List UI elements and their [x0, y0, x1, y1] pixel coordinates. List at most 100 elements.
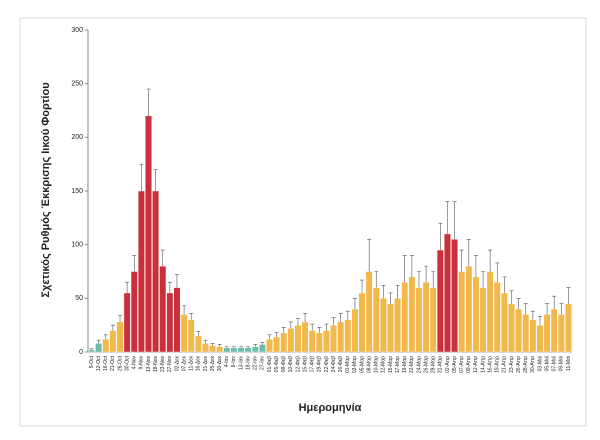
error-bar — [416, 271, 421, 288]
x-tick-label: 12-Φεβ — [295, 356, 301, 372]
error-bar — [96, 339, 101, 344]
bar — [394, 298, 402, 353]
bar — [387, 303, 394, 353]
bar — [315, 332, 323, 353]
bar — [508, 303, 515, 353]
bar — [401, 282, 409, 353]
error-bar — [402, 255, 407, 283]
error-bar — [509, 290, 514, 304]
bar — [102, 338, 110, 353]
error-bar — [395, 285, 400, 299]
error-bar — [424, 265, 429, 283]
error-bar — [317, 327, 322, 333]
x-tick-label: 05-Φεβ — [274, 356, 280, 372]
bar — [344, 319, 352, 353]
error-bar — [502, 276, 507, 293]
bar — [216, 346, 224, 353]
bar — [515, 308, 523, 353]
bar — [415, 287, 423, 353]
x-tick-label: 22-Φεβ — [324, 356, 330, 372]
error-bar — [288, 321, 293, 329]
bar — [109, 330, 117, 353]
x-tick-label: 17-Φεβ — [310, 356, 316, 372]
error-bar — [217, 344, 222, 347]
error-bar — [146, 88, 151, 116]
x-tick-label: 26-Φεβ — [338, 356, 344, 372]
x-tick-label: 27-Nov — [167, 356, 173, 373]
error-bar — [153, 169, 158, 191]
x-tick-label: 08-Φεβ — [281, 356, 287, 372]
bar — [95, 343, 103, 353]
error-bar — [310, 323, 315, 331]
bar — [194, 335, 202, 353]
bar — [422, 282, 430, 353]
bar — [522, 314, 530, 353]
error-bar — [352, 298, 357, 310]
error-bar — [338, 313, 343, 322]
error-bar — [281, 327, 286, 333]
x-tick-label: 24-Φεβ — [331, 356, 337, 372]
x-tick-label: 31-Μαρ — [438, 356, 444, 373]
error-bar — [110, 324, 115, 331]
bar — [536, 324, 544, 353]
bar — [159, 265, 167, 353]
error-bar — [388, 292, 393, 304]
x-tick-label: 23-Nov — [160, 356, 166, 373]
bar — [280, 332, 288, 353]
error-bar — [174, 274, 179, 288]
error-bar — [118, 315, 123, 322]
x-tick-label: 26-Oct — [117, 355, 123, 371]
x-tick-label: 22-Μαρ — [409, 356, 415, 373]
error-bar — [274, 332, 279, 337]
x-tick-label: 10-Φεβ — [288, 356, 294, 372]
error-bar — [189, 313, 194, 320]
error-bar — [103, 334, 108, 340]
bar — [287, 328, 295, 353]
y-tick-label: 50 — [75, 295, 83, 302]
x-tick-label: 05-Μαϊ — [544, 355, 550, 371]
error-bar — [125, 281, 130, 293]
x-tick-label: 19-Μαρ — [402, 356, 408, 373]
error-bar — [224, 346, 229, 348]
error-bar — [438, 222, 443, 251]
error-bar — [374, 271, 379, 288]
x-tick-label: 5-Oct — [89, 355, 95, 368]
bar — [408, 276, 416, 353]
bar — [173, 287, 181, 353]
error-bar — [523, 303, 528, 315]
bar — [472, 276, 480, 353]
x-tick-label: 11-Μαϊ — [566, 355, 572, 371]
bar — [301, 321, 309, 353]
x-tick-label: 07-Μαϊ — [552, 355, 558, 371]
error-bar — [459, 249, 464, 272]
bar — [273, 336, 281, 353]
x-tick-label: 30-Oct — [124, 355, 130, 371]
bar — [152, 190, 160, 353]
x-tick-label: 21-Oct — [110, 355, 116, 371]
bar — [493, 282, 501, 353]
x-tick-label: 12-Μαρ — [381, 356, 387, 373]
error-bar — [530, 310, 535, 320]
error-bar — [559, 303, 564, 315]
x-tick-label: 14-Απρ — [480, 356, 486, 373]
error-bar — [260, 342, 265, 345]
bar — [500, 292, 508, 353]
bar — [358, 292, 366, 353]
error-bar — [488, 249, 493, 272]
bar — [251, 346, 259, 353]
bar — [123, 292, 131, 353]
bar — [550, 308, 558, 353]
error-bar — [345, 310, 350, 320]
x-tick-label: 13-Nov — [146, 356, 152, 373]
chart-frame — [19, 17, 587, 427]
bar — [116, 321, 124, 353]
x-tick-label: 07-Δεκ — [181, 356, 187, 372]
bar — [202, 343, 209, 353]
x-tick-label: 16-Oct — [103, 355, 109, 371]
x-tick-label: 10-Μαρ — [374, 356, 380, 373]
bar — [365, 271, 373, 353]
x-tick-label: 19-Απρ — [495, 356, 501, 373]
error-bar — [431, 271, 436, 288]
x-tick-label: 18-Ιαν — [245, 356, 251, 371]
bar — [565, 303, 572, 353]
